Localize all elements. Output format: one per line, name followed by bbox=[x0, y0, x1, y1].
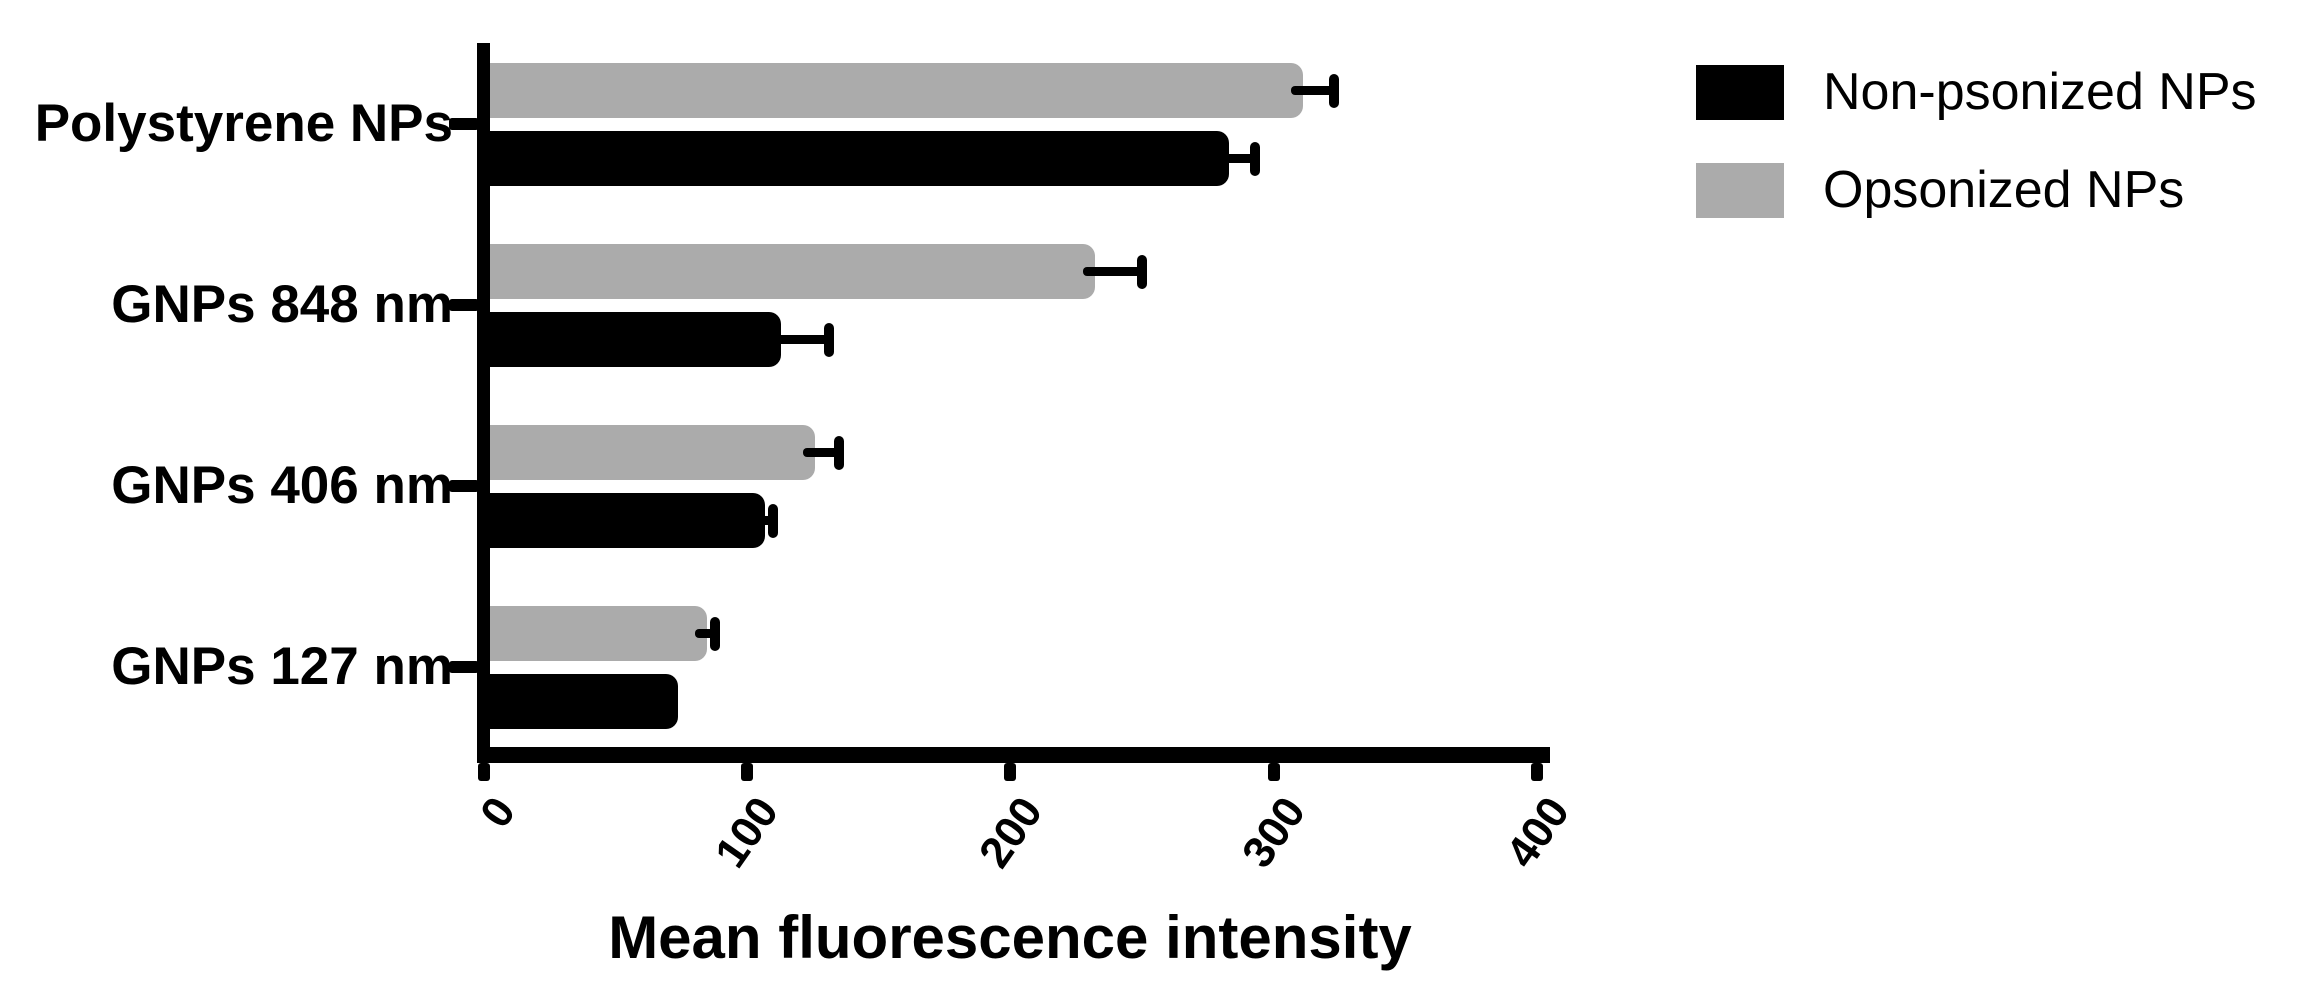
x-tick-100 bbox=[740, 763, 753, 781]
category-label-gnps-406-nm: GNPs 406 nm bbox=[111, 456, 453, 515]
x-tick-label-text-100: 100 bbox=[706, 788, 789, 877]
x-tick-400 bbox=[1531, 763, 1544, 781]
error-cap-bar-non-psonized-gnps-848-nm bbox=[823, 322, 834, 357]
category-label-gnps-127-nm: GNPs 127 nm bbox=[111, 637, 453, 696]
x-tick-200 bbox=[1004, 763, 1017, 781]
legend-swatch-non-psonized-nps bbox=[1696, 65, 1784, 120]
bar-non-psonized-gnps-127-nm bbox=[490, 674, 679, 729]
legend-item-non-psonized-nps: Non-psonized NPs bbox=[1696, 65, 2257, 120]
legend-label-non-psonized-nps: Non-psonized NPs bbox=[1823, 63, 2257, 121]
x-axis-title: Mean fluorescence intensity bbox=[608, 904, 1412, 971]
error-stem-bar-opsonized-polystyrene-nps bbox=[1290, 86, 1335, 95]
error-stem-bar-opsonized-gnps-406-nm bbox=[803, 448, 840, 457]
bar-non-psonized-polystyrene-nps bbox=[490, 131, 1229, 186]
legend-label-opsonized-nps: Opsonized NPs bbox=[1823, 161, 2185, 219]
x-tick-0 bbox=[477, 763, 490, 781]
bar-non-psonized-gnps-848-nm bbox=[490, 312, 782, 367]
x-axis-line bbox=[477, 747, 1550, 763]
bar-opsonized-gnps-406-nm bbox=[490, 425, 816, 480]
legend: Non-psonized NPs Opsonized NPs bbox=[1696, 65, 2257, 261]
error-stem-bar-opsonized-gnps-127-nm bbox=[695, 629, 716, 638]
error-cap-bar-opsonized-gnps-406-nm bbox=[834, 435, 845, 470]
legend-item-opsonized-nps: Opsonized NPs bbox=[1696, 163, 2257, 218]
x-tick-label-text-400: 400 bbox=[1496, 788, 1579, 877]
error-stem-bar-opsonized-gnps-848-nm bbox=[1082, 267, 1142, 276]
error-cap-bar-opsonized-gnps-127-nm bbox=[710, 616, 721, 651]
y-tick-polystyrene-nps bbox=[449, 118, 479, 130]
y-tick-gnps-848-nm bbox=[449, 299, 479, 311]
category-label-gnps-848-nm: GNPs 848 nm bbox=[111, 275, 453, 334]
x-tick-300 bbox=[1267, 763, 1280, 781]
error-cap-bar-opsonized-polystyrene-nps bbox=[1329, 73, 1340, 108]
x-tick-label-text-300: 300 bbox=[1233, 788, 1316, 877]
category-label-polystyrene-nps: Polystyrene NPs bbox=[34, 94, 453, 153]
error-stem-bar-non-psonized-gnps-406-nm bbox=[753, 516, 774, 525]
error-cap-bar-non-psonized-gnps-406-nm bbox=[768, 503, 779, 538]
y-tick-gnps-406-nm bbox=[449, 480, 479, 492]
bar-opsonized-gnps-127-nm bbox=[490, 606, 708, 661]
legend-swatch-opsonized-nps bbox=[1696, 163, 1784, 218]
y-axis-spine bbox=[477, 43, 490, 763]
error-cap-bar-opsonized-gnps-848-nm bbox=[1137, 254, 1147, 289]
x-tick-label-text-200: 200 bbox=[969, 788, 1052, 877]
x-tick-label-text-0: 0 bbox=[470, 788, 526, 837]
error-cap-bar-non-psonized-polystyrene-nps bbox=[1250, 141, 1261, 176]
bar-opsonized-gnps-848-nm bbox=[490, 244, 1095, 299]
bar-opsonized-polystyrene-nps bbox=[490, 63, 1303, 118]
error-stem-bar-non-psonized-gnps-848-nm bbox=[769, 335, 829, 344]
error-stem-bar-non-psonized-polystyrene-nps bbox=[1216, 154, 1256, 163]
bar-non-psonized-gnps-406-nm bbox=[490, 493, 766, 548]
y-tick-gnps-127-nm bbox=[449, 661, 479, 673]
